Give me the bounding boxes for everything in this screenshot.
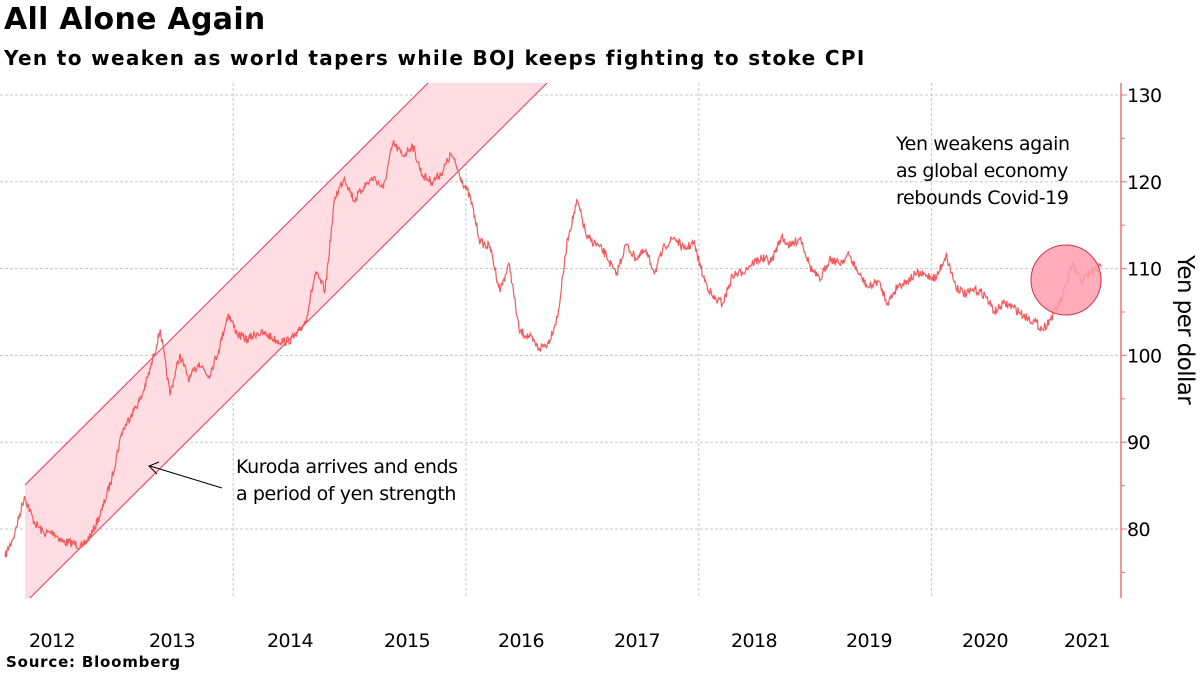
x-tick-label: 2017 — [614, 630, 660, 652]
y-tick-label: 90 — [1127, 432, 1150, 454]
covid-rebound-highlight-circle — [1030, 244, 1102, 316]
y-tick-label: 100 — [1127, 345, 1161, 367]
x-tick-label: 2015 — [384, 630, 430, 652]
covid-annotation-line-3: rebounds Covid-19 — [896, 187, 1069, 209]
y-tick-label: 80 — [1127, 519, 1150, 541]
arrow-head-icon — [148, 461, 160, 475]
x-tick-label: 2013 — [149, 630, 195, 652]
covid-annotation-line-1: Yen weakens again — [895, 133, 1070, 155]
kuroda-annotation-line-2: a period of yen strength — [236, 483, 456, 505]
y-axis-label: Yen per dollar — [1172, 254, 1198, 405]
y-tick-label: 130 — [1127, 85, 1161, 107]
x-tick-label: 2016 — [498, 630, 544, 652]
usd-jpy-series-line — [4, 139, 1102, 558]
source-note: Source: Bloomberg — [6, 653, 181, 671]
x-tick-label: 2019 — [846, 630, 892, 652]
kuroda-annotation-line-1: Kuroda arrives and ends — [236, 456, 458, 478]
chart-subtitle: Yen to weaken as world tapers while BOJ … — [4, 46, 866, 70]
kuroda-annotation-arrow — [149, 465, 223, 489]
x-tick-label: 2014 — [267, 630, 313, 652]
x-axis: 2012 2013 2014 2015 2016 2017 2018 2019 2020 2021 — [29, 630, 1111, 652]
chart-title: All Alone Again — [4, 2, 266, 37]
y-tick-label: 120 — [1127, 172, 1161, 194]
x-tick-label: 2012 — [29, 630, 75, 652]
y-axis: 80 90 100 110 120 130 — [1120, 83, 1162, 598]
x-tick-label: 2018 — [731, 630, 777, 652]
gridlines — [0, 83, 1121, 598]
channel-upper-line — [24, 82, 429, 486]
covid-annotation-line-2: as global economy — [896, 160, 1068, 182]
x-tick-label: 2020 — [962, 630, 1008, 652]
x-tick-label: 2021 — [1064, 630, 1110, 652]
y-tick-label: 110 — [1127, 259, 1161, 281]
